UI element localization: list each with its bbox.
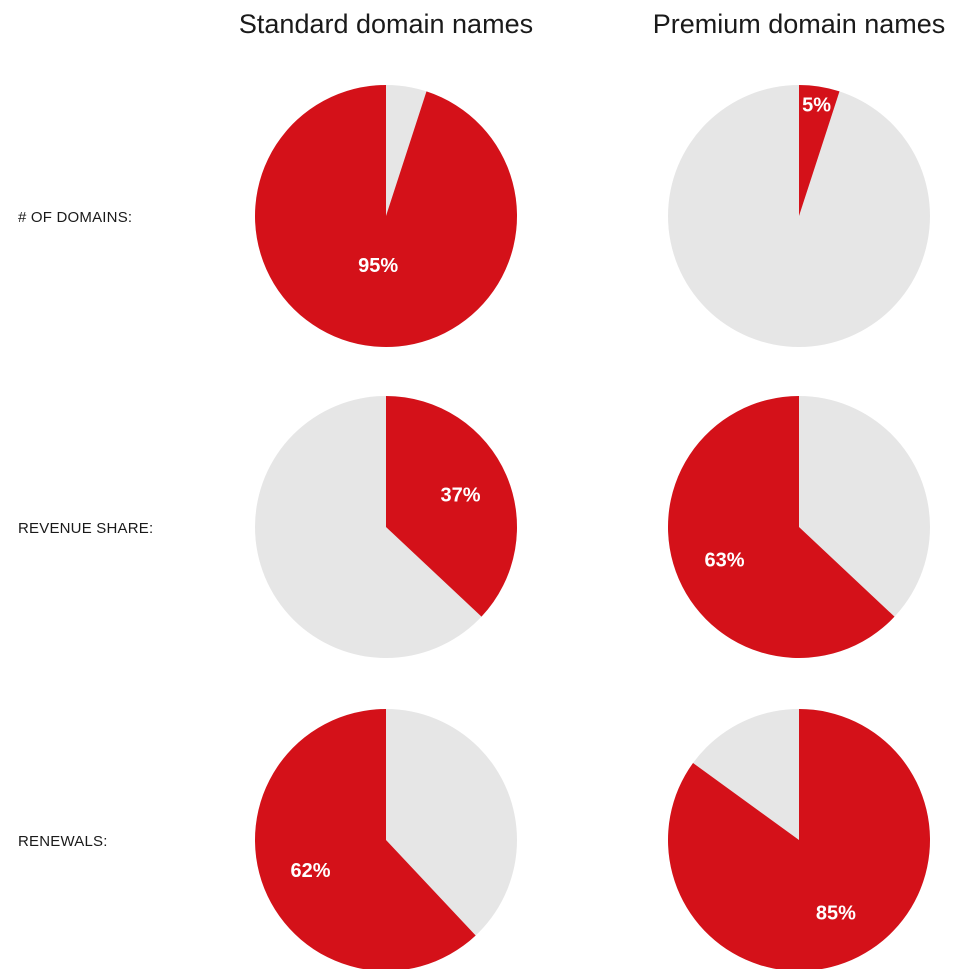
pie-revenue-share-premium-highlight-slice (667, 396, 895, 658)
pie-revenue-share-standard-value-label: 37% (440, 485, 480, 507)
row-label-revenue-share: REVENUE SHARE: (18, 520, 153, 537)
pie-renewals-premium-value-label: 85% (816, 902, 856, 924)
pie-renewals-standard-highlight-slice (255, 709, 476, 969)
row-label-renewals: RENEWALS: (18, 833, 108, 850)
pie-domains-premium-highlight-slice (799, 85, 840, 216)
pie-renewals-premium-highlight-slice (668, 709, 930, 969)
pie-domains-standard-highlight-slice (255, 85, 518, 348)
column-title-premium: Premium domain names (653, 9, 946, 39)
pie-revenue-share-premium-value-label: 63% (704, 549, 744, 571)
pie-renewals-standard-value-label: 62% (290, 860, 330, 882)
pie-revenue-share-standard-highlight-slice (386, 396, 517, 617)
pie-domains-premium-value-label: 5% (802, 95, 831, 117)
column-title-standard: Standard domain names (239, 9, 533, 39)
pie-domains-standard-value-label: 95% (358, 255, 398, 277)
row-label-domains: # OF DOMAINS: (18, 209, 132, 226)
pies-group: 95% 5% 37% 63% 62% 85% (255, 85, 930, 969)
